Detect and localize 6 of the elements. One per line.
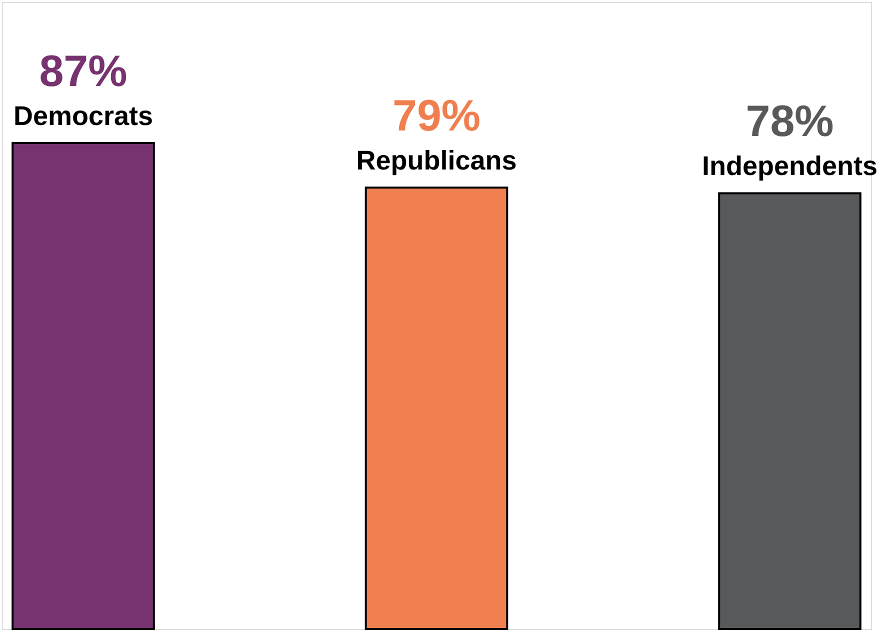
data-label: 78% (746, 97, 834, 146)
x-tick-label: Republicans (356, 146, 517, 176)
data-label: 87% (39, 46, 128, 96)
x-tick-label: Independents (702, 151, 878, 182)
x-tick-label: Democrats (13, 100, 154, 131)
data-label: 79% (392, 92, 481, 141)
